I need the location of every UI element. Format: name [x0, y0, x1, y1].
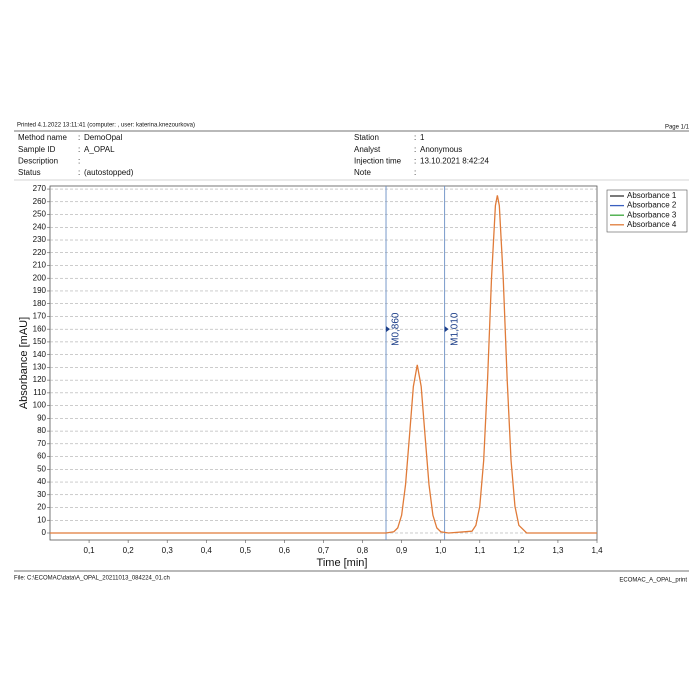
info-label: Station: [354, 133, 379, 142]
info-label: Method name: [18, 133, 67, 142]
y-tick-label: 100: [33, 401, 47, 410]
y-tick-label: 270: [33, 184, 47, 193]
series-line: [50, 195, 597, 534]
y-tick-label: 170: [33, 312, 47, 321]
y-tick-label: 230: [33, 235, 47, 244]
y-tick-label: 40: [37, 477, 46, 486]
info-value: A_OPAL: [84, 145, 115, 154]
info-colon: :: [78, 145, 80, 154]
x-tick-label: 1,3: [552, 546, 564, 555]
y-tick-label: 60: [37, 452, 46, 461]
y-tick-label: 50: [37, 464, 46, 473]
marker-arrow: [444, 326, 449, 333]
info-colon: :: [78, 157, 80, 166]
x-tick-label: 0,7: [318, 546, 330, 555]
y-axis-title: Absorbance [mAU]: [18, 317, 30, 409]
info-label: Injection time: [354, 157, 402, 166]
x-tick-label: 1,2: [513, 546, 525, 555]
y-tick-label: 20: [37, 503, 46, 512]
page-number: Page 1/1: [665, 125, 690, 131]
info-colon: :: [78, 168, 80, 177]
plot: 0 10 20 30 40 50 60 70 80 90 100 110 120 130 140 150 160…: [33, 184, 688, 555]
y-tick-label: 10: [37, 515, 46, 524]
info-value: Anonymous: [420, 145, 462, 154]
marker-arrow: [386, 326, 391, 333]
info-colon: :: [414, 145, 416, 154]
legend-label: Absorbance 1: [627, 191, 677, 200]
y-tick-label: 250: [33, 210, 47, 219]
y-tick-label: 110: [33, 388, 46, 397]
plot-frame: [49, 185, 598, 541]
legend-label: Absorbance 2: [627, 201, 677, 210]
y-tick-label: 150: [33, 337, 47, 346]
info-colon: :: [78, 133, 80, 142]
info-label: Sample ID: [18, 145, 56, 154]
info-colon: :: [414, 133, 416, 142]
x-tick-label: 1,4: [591, 546, 603, 555]
y-tick-label: 30: [37, 490, 46, 499]
footer-report: ECOMAC_A_OPAL_print: [619, 578, 687, 584]
y-tick-label: 220: [33, 248, 47, 257]
y-tick-label: 200: [33, 273, 47, 282]
info-label: Note: [354, 168, 371, 177]
y-tick-label: 0: [42, 528, 47, 537]
legend-label: Absorbance 3: [627, 210, 677, 219]
x-tick-label: 0,3: [162, 546, 174, 555]
legend-label: Absorbance 4: [627, 220, 677, 229]
y-tick-label: 130: [33, 363, 47, 372]
y-tick-label: 80: [37, 426, 46, 435]
y-tick-label: 210: [33, 261, 47, 270]
y-tick-label: 160: [33, 324, 47, 333]
info-label: Status: [18, 168, 41, 177]
y-tick-label: 180: [33, 299, 47, 308]
info-colon: :: [414, 157, 416, 166]
printed-line: Printed 4.1.2022 13:11:41 (computer: , u…: [17, 123, 195, 129]
y-tick-label: 240: [33, 222, 47, 231]
x-tick-label: 1,0: [435, 546, 447, 555]
x-tick-label: 0,8: [357, 546, 369, 555]
info-value: 1: [420, 133, 425, 142]
y-tick-label: 120: [33, 375, 47, 384]
x-tick-label: 0,5: [240, 546, 252, 555]
x-tick-label: 0,1: [84, 546, 96, 555]
y-tick-label: 140: [33, 350, 47, 359]
info-value: DemoOpal: [84, 133, 122, 142]
y-tick-label: 260: [33, 197, 47, 206]
info-table: Method name: DemoOpal Sample ID: A_OPAL Desc…: [18, 133, 490, 177]
y-tick-label: 90: [37, 413, 46, 422]
x-tick-label: 0,4: [201, 546, 213, 555]
y-tick-label: 190: [33, 286, 47, 295]
info-label: Description: [18, 157, 58, 166]
footer-file: File: C:\ECOMAC\data\A_OPAL_20211013_084…: [14, 576, 170, 582]
x-tick-label: 0,2: [123, 546, 135, 555]
x-axis-title: Time [min]: [317, 557, 368, 569]
info-value: 13.10.2021 8:42:24: [420, 157, 490, 166]
x-tick-label: 0,9: [396, 546, 408, 555]
y-tick-label: 70: [37, 439, 46, 448]
marker-label: M1,010: [449, 312, 460, 346]
x-tick-label: 0,6: [279, 546, 291, 555]
x-tick-label: 1,1: [474, 546, 486, 555]
info-colon: :: [414, 168, 416, 177]
marker-label: M0,860: [391, 312, 402, 346]
info-label: Analyst: [354, 145, 381, 154]
info-value: (autostopped): [84, 168, 134, 177]
